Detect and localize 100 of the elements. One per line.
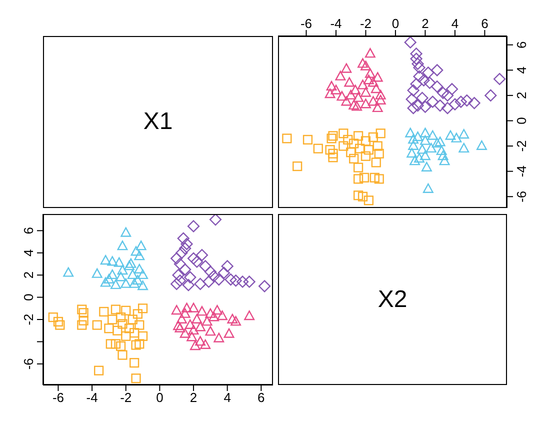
- point: [341, 63, 352, 73]
- point: [236, 276, 249, 288]
- point: [354, 162, 364, 172]
- x-tick-label: -6: [52, 390, 64, 406]
- point: [205, 308, 216, 318]
- point: [205, 326, 216, 336]
- point: [354, 190, 364, 200]
- point: [417, 144, 428, 154]
- point: [100, 277, 111, 287]
- point: [134, 339, 144, 349]
- point: [358, 80, 368, 90]
- point: [374, 174, 384, 184]
- point: [244, 310, 255, 320]
- point: [353, 92, 364, 102]
- point: [458, 129, 470, 139]
- point: [434, 100, 446, 112]
- point: [346, 148, 356, 158]
- point: [227, 314, 238, 324]
- point: [170, 252, 183, 264]
- point: [192, 314, 202, 324]
- point: [349, 154, 359, 164]
- point: [132, 274, 143, 285]
- point: [195, 336, 206, 346]
- x-tick-label: -2: [120, 390, 132, 406]
- point: [171, 304, 182, 315]
- point: [360, 87, 371, 97]
- point: [118, 350, 128, 360]
- point: [360, 60, 371, 70]
- point: [350, 84, 361, 94]
- point: [127, 269, 138, 280]
- point: [129, 278, 140, 288]
- point: [128, 314, 138, 324]
- point: [372, 141, 382, 151]
- point: [404, 36, 416, 48]
- point: [406, 93, 418, 106]
- y-tick-label: -2: [514, 140, 529, 152]
- y-tick-label: -2: [21, 314, 36, 326]
- point: [221, 260, 234, 272]
- point: [202, 316, 212, 326]
- x-tick-label: 6: [258, 390, 265, 406]
- point: [48, 312, 58, 322]
- point: [136, 240, 146, 250]
- point: [196, 306, 208, 316]
- point: [358, 58, 368, 68]
- point: [180, 308, 190, 318]
- point: [194, 278, 206, 290]
- point: [341, 96, 352, 106]
- point: [94, 366, 104, 376]
- point: [408, 134, 419, 144]
- point: [177, 232, 190, 244]
- point: [199, 260, 212, 272]
- point: [196, 249, 208, 262]
- point: [138, 304, 148, 314]
- point: [116, 272, 126, 282]
- point: [344, 77, 355, 87]
- point: [121, 331, 131, 341]
- point: [110, 304, 121, 314]
- point: [349, 138, 359, 148]
- point: [187, 252, 200, 264]
- point: [53, 316, 64, 327]
- point: [126, 258, 136, 268]
- point: [368, 132, 378, 142]
- point: [484, 89, 497, 102]
- point: [412, 58, 424, 70]
- point: [448, 98, 462, 110]
- point: [195, 322, 206, 332]
- point: [432, 138, 442, 148]
- point: [375, 94, 386, 104]
- point: [174, 258, 186, 270]
- point: [418, 74, 430, 86]
- point: [209, 214, 222, 226]
- x-tick-label: 2: [422, 16, 429, 31]
- point: [170, 278, 183, 290]
- point: [118, 319, 128, 329]
- point: [413, 70, 426, 83]
- point: [372, 102, 383, 112]
- y-tick-label: 4: [514, 66, 529, 74]
- point: [292, 161, 302, 172]
- point: [188, 324, 199, 335]
- point: [328, 131, 338, 141]
- x-tick-label: 4: [224, 390, 231, 406]
- point: [134, 264, 145, 274]
- point: [224, 328, 234, 338]
- point: [335, 70, 346, 80]
- point: [406, 148, 418, 158]
- point: [78, 316, 88, 326]
- point: [458, 142, 470, 153]
- point: [282, 134, 292, 144]
- point: [410, 78, 422, 90]
- point: [410, 52, 422, 65]
- point: [214, 332, 224, 342]
- point: [186, 332, 198, 342]
- x-tick-label: 0: [392, 16, 400, 31]
- point: [114, 257, 124, 267]
- point: [431, 64, 444, 76]
- point: [476, 140, 487, 150]
- point: [106, 339, 116, 349]
- point: [120, 227, 132, 237]
- point: [422, 66, 434, 79]
- point: [446, 83, 458, 96]
